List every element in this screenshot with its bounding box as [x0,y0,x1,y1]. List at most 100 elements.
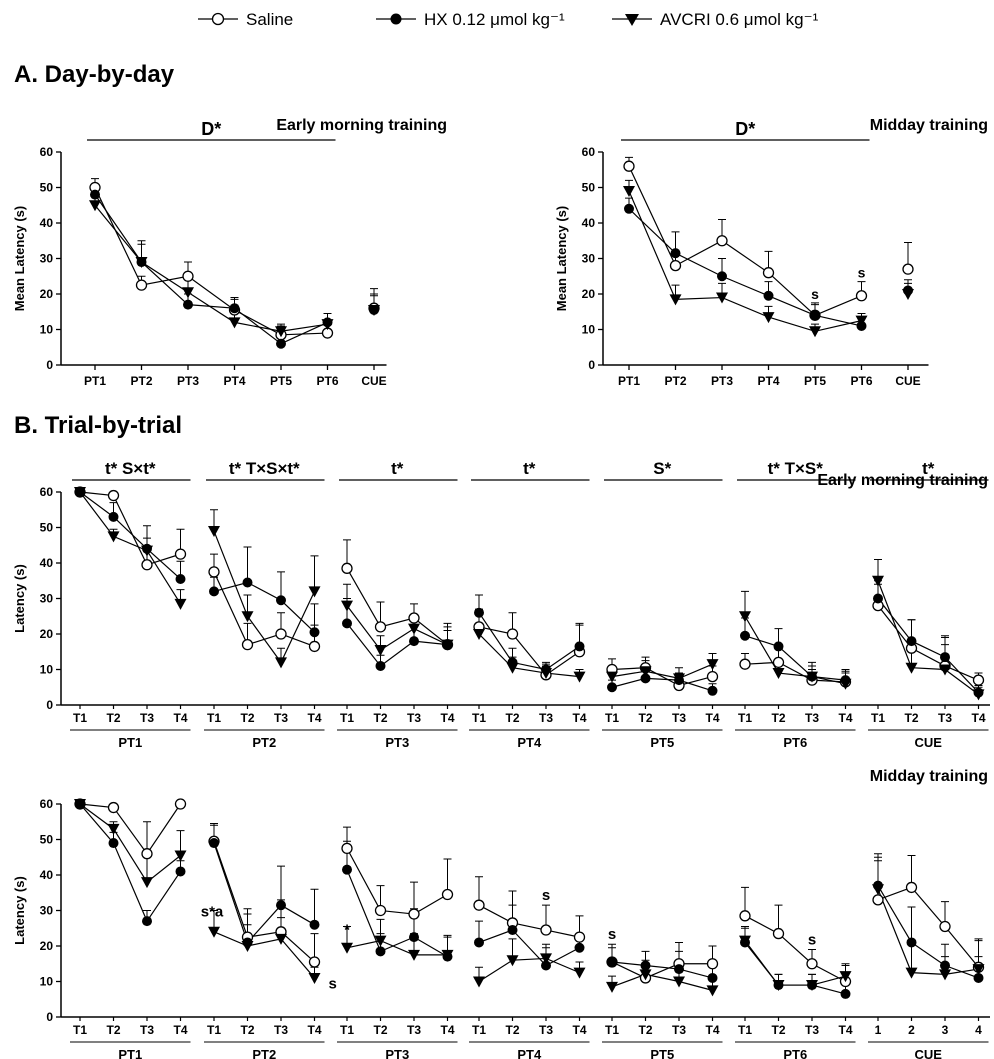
series-line-avcri [213,530,316,664]
data-point-hx [474,607,484,618]
x-tick-label: T1 [605,711,619,725]
y-tick-label: 10 [40,975,54,989]
data-point-hx [507,925,518,936]
x-tick-label: T4 [440,711,454,725]
series-line-avcri [346,940,448,956]
trial-group-pt5: T1 T2 T3 T4 PT5 s [602,926,723,1059]
series-line-saline [628,165,862,317]
data-point-hx [640,673,651,684]
group-label: PT2 [252,735,276,750]
significance-annotation: t* S×t* [105,459,156,478]
data-point-avcri [872,575,884,587]
data-point-avcri [374,644,387,656]
y-tick-label: 50 [40,833,54,847]
group-label: PT6 [783,1047,807,1059]
data-point-saline [806,958,818,970]
data-point-saline [135,279,148,291]
group-label: PT6 [783,735,807,750]
x-tick-label: T2 [505,711,519,725]
data-point-avcri [368,304,380,316]
x-tick-label: CUE [361,374,386,388]
data-point-avcri [308,586,321,598]
data-point-saline [275,628,287,640]
data-point-hx [773,641,784,652]
x-tick-label: T1 [871,711,885,725]
x-tick-label: PT4 [757,374,779,388]
x-tick-label: T2 [638,711,652,725]
series-line-hx [213,581,315,633]
y-tick-label: 10 [582,323,596,337]
significance-annotation: s [858,265,866,281]
group-label: PT2 [252,1047,276,1059]
data-point-avcri [208,926,220,938]
series-line-saline [744,915,846,983]
error-bar-hx [310,888,319,925]
x-tick-label: PT1 [618,374,640,388]
group-label: CUE [915,1047,943,1059]
data-point-avcri [228,317,241,329]
trial-group-cue: 1 2 3 4 CUE [868,853,989,1059]
data-point-avcri [939,969,951,981]
data-point-avcri [275,933,287,945]
data-point-avcri [540,953,552,965]
x-tick-label: T3 [407,1023,421,1037]
data-point-hx [574,641,585,652]
series-line-hx [213,842,315,944]
series-line-saline [94,187,328,336]
data-point-avcri [241,941,254,952]
error-bar-hx [277,865,285,906]
data-point-avcri [441,639,454,651]
chart-midday-trial-by-trial: Midday training 0 10 20 30 40 50 60 Latency (s) T… [12,768,990,1059]
significance-annotation: s [811,286,819,302]
data-point-hx [640,960,651,971]
data-point-hx [541,960,551,971]
series-line-hx [478,929,580,967]
data-point-saline [374,904,387,917]
x-tick-label: 4 [975,1023,982,1037]
y-tick-label: 0 [588,358,595,372]
chart-midday-day-by-day: Midday training 0 10 20 30 40 50 60 Mean Latency… [554,117,988,388]
data-point-saline [706,670,719,683]
data-point-avcri [341,942,353,954]
data-point-hx [276,900,286,911]
legend-hx-label: HX 0.12 μmol kg⁻¹ [424,10,565,29]
data-point-hx [607,956,617,967]
data-point-avcri [639,666,652,678]
x-tick-label: 1 [875,1023,882,1037]
series-line-hx [346,869,448,958]
data-point-hx [707,685,718,696]
series-line-avcri [611,973,713,991]
x-tick-label: PT6 [316,374,338,388]
x-tick-label: T3 [672,711,686,725]
x-tick-label: PT1 [84,374,106,388]
x-tick-label: T3 [274,711,288,725]
series-line-saline [346,568,448,646]
series-line-avcri [478,957,580,983]
data-point-saline [762,267,775,279]
significance-annotation: s [329,976,337,993]
series-line-saline [877,886,979,968]
data-point-hx [906,937,917,948]
data-point-saline [107,489,120,502]
trial-group-pt4: T1 T2 T3 T4 PT4 s [469,876,590,1059]
data-point-avcri [308,972,321,984]
data-point-avcri [473,629,485,640]
x-tick-label: T2 [240,1023,254,1037]
data-point-avcri [606,671,618,683]
data-point-avcri [939,664,951,676]
group-label: PT1 [118,1047,142,1059]
y-tick-label: 0 [46,698,53,712]
x-tick-label: T3 [539,1023,553,1037]
series-line-avcri [744,615,846,685]
series-line-avcri [346,605,448,651]
trial-group-pt3: T1 T2 T3 T4 PT3 * [337,826,458,1059]
data-point-saline [706,958,719,970]
data-point-saline [208,566,220,578]
data-point-saline [739,658,751,670]
x-tick-label: T2 [904,711,918,725]
data-point-saline [905,881,918,894]
data-point-avcri [806,980,818,992]
data-point-avcri [135,257,148,269]
y-axis-label: Latency (s) [12,564,27,633]
data-point-hx [342,864,352,875]
